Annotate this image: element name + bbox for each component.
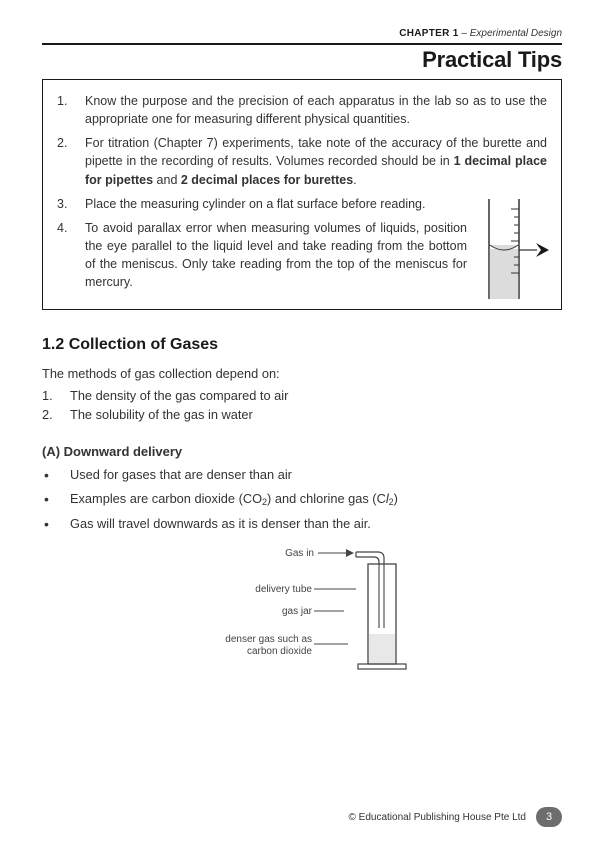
sub-a-bullet-1: Used for gases that are denser than air [42,465,562,485]
practical-tips-box: Know the purpose and the precision of ea… [42,79,562,310]
page-footer: © Educational Publishing House Pte Ltd 3 [349,807,562,827]
tip-4: To avoid parallax error when measuring v… [57,219,547,292]
section-heading: 1.2 Collection of Gases [42,336,562,354]
downward-delivery-diagram: Gas in delivery tube gas jar denser gas … [172,542,432,682]
chapter-title: Experimental Design [470,28,562,39]
section-point-2: The solubility of the gas in water [42,407,562,422]
sub-a-bullet-3: Gas will travel downwards as it is dense… [42,514,562,534]
tip-1: Know the purpose and the precision of ea… [57,92,547,128]
chapter-number: CHAPTER 1 [399,28,458,39]
label-denser-1: denser gas such as [225,634,312,645]
b2-b: ) and chlorine gas (C [267,491,386,506]
page-number: 3 [536,807,562,827]
label-denser-2: carbon dioxide [247,646,312,657]
tip-2-end: . [353,173,356,187]
label-delivery-tube: delivery tube [255,584,312,595]
tip-2-mid: and [153,173,181,187]
copyright-text: © Educational Publishing House Pte Ltd [349,812,526,823]
label-gas-in: Gas in [285,548,314,559]
tip-2: For titration (Chapter 7) experiments, t… [57,134,547,188]
section-intro: The methods of gas collection depend on: [42,364,562,384]
sub-a-bullet-2: Examples are carbon dioxide (CO2) and ch… [42,489,562,510]
header-rule [42,43,562,45]
b2-c: ) [394,491,398,506]
section-point-1: The density of the gas compared to air [42,388,562,403]
label-gas-jar: gas jar [282,606,313,617]
practical-tips-title: Practical Tips [42,47,562,73]
chapter-dash: – [459,28,470,39]
tip-3: Place the measuring cylinder on a flat s… [57,195,547,213]
chapter-header: CHAPTER 1 – Experimental Design [42,28,562,39]
sub-a-bullets: Used for gases that are denser than air … [42,465,562,534]
sub-a-heading: (A) Downward delivery [42,444,562,459]
meniscus-diagram [481,199,551,299]
section-points: The density of the gas compared to air T… [42,388,562,422]
b2-a: Examples are carbon dioxide (CO [70,491,262,506]
tip-2-bold-2: 2 decimal places for burettes [181,173,353,187]
downward-delivery-diagram-wrap: Gas in delivery tube gas jar denser gas … [42,542,562,687]
